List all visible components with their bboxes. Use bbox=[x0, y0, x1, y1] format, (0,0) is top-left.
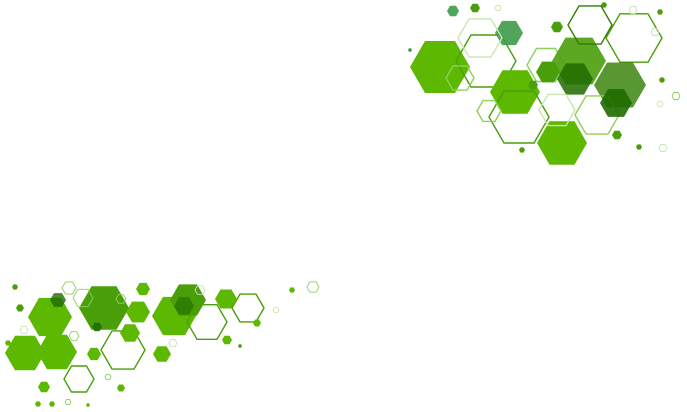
filled-hexagon bbox=[557, 63, 593, 95]
filled-hexagon bbox=[470, 3, 480, 13]
filled-hexagon bbox=[408, 48, 412, 52]
filled-hexagon bbox=[600, 89, 632, 117]
filled-hexagon bbox=[289, 287, 295, 293]
filled-hexagon bbox=[38, 381, 50, 393]
outline-hexagon bbox=[567, 5, 613, 45]
filled-hexagon bbox=[657, 9, 663, 15]
filled-hexagon bbox=[636, 144, 642, 150]
filled-hexagon bbox=[5, 340, 11, 346]
filled-hexagon bbox=[126, 301, 150, 323]
filled-hexagon bbox=[5, 335, 45, 371]
outline-hexagon bbox=[19, 326, 29, 334]
filled-hexagon bbox=[536, 61, 560, 83]
outline-hexagon bbox=[61, 281, 77, 295]
outline-hexagon bbox=[63, 365, 95, 393]
hexagon-cluster-top-right bbox=[408, 2, 681, 165]
filled-hexagon bbox=[537, 121, 587, 165]
outline-hexagon bbox=[194, 285, 206, 295]
filled-hexagon bbox=[490, 70, 540, 114]
filled-hexagon bbox=[153, 346, 171, 362]
filled-hexagon bbox=[136, 282, 150, 296]
filled-hexagon bbox=[49, 401, 55, 407]
outline-hexagon bbox=[605, 13, 663, 63]
filled-hexagon bbox=[12, 284, 18, 290]
filled-hexagon bbox=[79, 286, 129, 330]
outline-hexagon bbox=[650, 28, 660, 36]
filled-hexagon bbox=[659, 77, 665, 83]
outline-hexagon bbox=[64, 398, 72, 406]
outline-hexagon bbox=[272, 306, 280, 314]
outline-hexagon bbox=[168, 339, 178, 347]
outline-hexagon bbox=[68, 331, 80, 341]
filled-hexagon bbox=[117, 384, 125, 392]
filled-hexagon bbox=[410, 41, 470, 93]
outline-hexagon bbox=[671, 92, 681, 100]
filled-hexagon bbox=[238, 344, 242, 348]
filled-hexagon bbox=[35, 401, 41, 407]
filled-hexagon bbox=[16, 304, 24, 312]
filled-hexagon bbox=[86, 403, 90, 407]
outline-hexagon bbox=[104, 373, 112, 381]
filled-hexagon bbox=[601, 2, 607, 8]
outline-hexagon bbox=[658, 144, 668, 152]
outline-hexagon bbox=[494, 4, 502, 12]
outline-hexagon bbox=[72, 288, 94, 308]
filled-hexagon bbox=[519, 147, 525, 153]
filled-hexagon bbox=[528, 80, 538, 90]
outline-hexagon bbox=[457, 18, 503, 58]
hexagon-cluster-bottom-left bbox=[5, 281, 320, 407]
filled-hexagon bbox=[253, 319, 261, 327]
filled-hexagon bbox=[447, 5, 459, 17]
filled-hexagon bbox=[215, 289, 237, 309]
filled-hexagon bbox=[120, 324, 140, 342]
outline-hexagon bbox=[476, 99, 502, 123]
outline-hexagon bbox=[306, 281, 320, 293]
outline-hexagon bbox=[186, 304, 228, 340]
filled-hexagon bbox=[28, 297, 72, 337]
filled-hexagon bbox=[50, 293, 66, 307]
outline-hexagon bbox=[656, 100, 664, 108]
filled-hexagon bbox=[612, 130, 622, 140]
outline-hexagon bbox=[115, 294, 127, 304]
filled-hexagon bbox=[551, 21, 563, 33]
outline-hexagon bbox=[445, 65, 475, 91]
outline-hexagon bbox=[538, 93, 576, 127]
outline-hexagon bbox=[488, 90, 550, 144]
filled-hexagon bbox=[37, 334, 77, 370]
filled-hexagon bbox=[222, 335, 232, 345]
outline-hexagon bbox=[526, 47, 566, 83]
filled-hexagon bbox=[87, 347, 101, 361]
filled-hexagon bbox=[92, 322, 102, 332]
filled-hexagon bbox=[174, 297, 194, 315]
outline-hexagon bbox=[628, 6, 638, 14]
